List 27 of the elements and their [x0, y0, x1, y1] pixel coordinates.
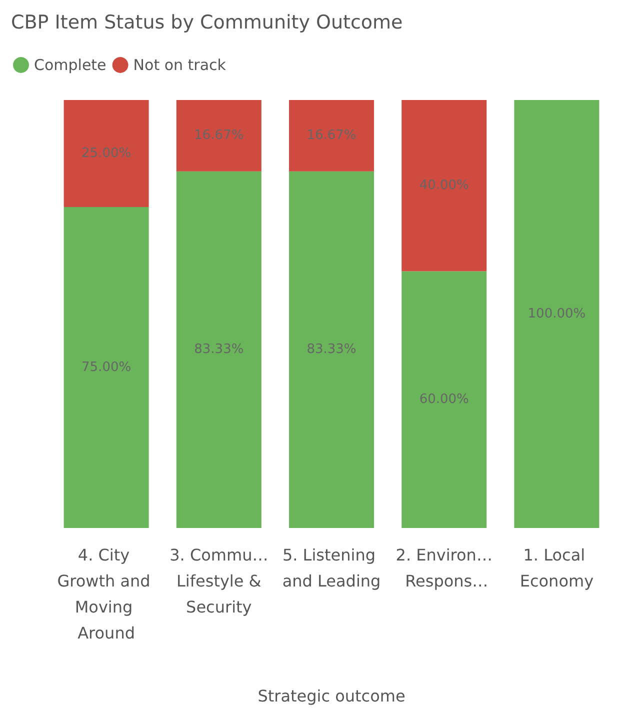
bar: [176, 171, 262, 528]
x-tick-label: 2. Environ… Respons…: [396, 546, 492, 590]
bar: [64, 100, 149, 207]
bar: [402, 271, 487, 528]
data-label: 25.00%: [82, 146, 132, 161]
data-label: 100.00%: [528, 306, 586, 322]
data-label: 16.67%: [194, 128, 244, 144]
bar: [402, 100, 487, 272]
x-axis-title: Strategic outcome: [258, 686, 406, 706]
x-tick-label: 1. Local Economy: [520, 546, 594, 590]
data-label: 83.33%: [194, 342, 244, 358]
data-label: 75.00%: [82, 360, 132, 375]
bar: [514, 100, 600, 528]
bar: [289, 171, 374, 528]
bar: [176, 100, 262, 172]
x-tick-label: 3. Commu… Lifestyle & Security: [170, 546, 268, 616]
chart-title: CBP Item Status by Community Outcome: [11, 12, 403, 34]
bar: [289, 100, 374, 172]
x-tick-label: 4. City Growth and Moving Around: [57, 546, 156, 642]
x-tick-label: 5. Listening and Leading: [282, 546, 381, 590]
data-label: 60.00%: [419, 392, 469, 408]
bar: [64, 207, 149, 528]
data-label: 83.33%: [306, 342, 356, 358]
legend-label: Complete: [34, 56, 106, 74]
data-label: 40.00%: [419, 178, 469, 194]
data-label: 16.67%: [306, 128, 356, 144]
legend-label: Not on track: [133, 56, 226, 74]
